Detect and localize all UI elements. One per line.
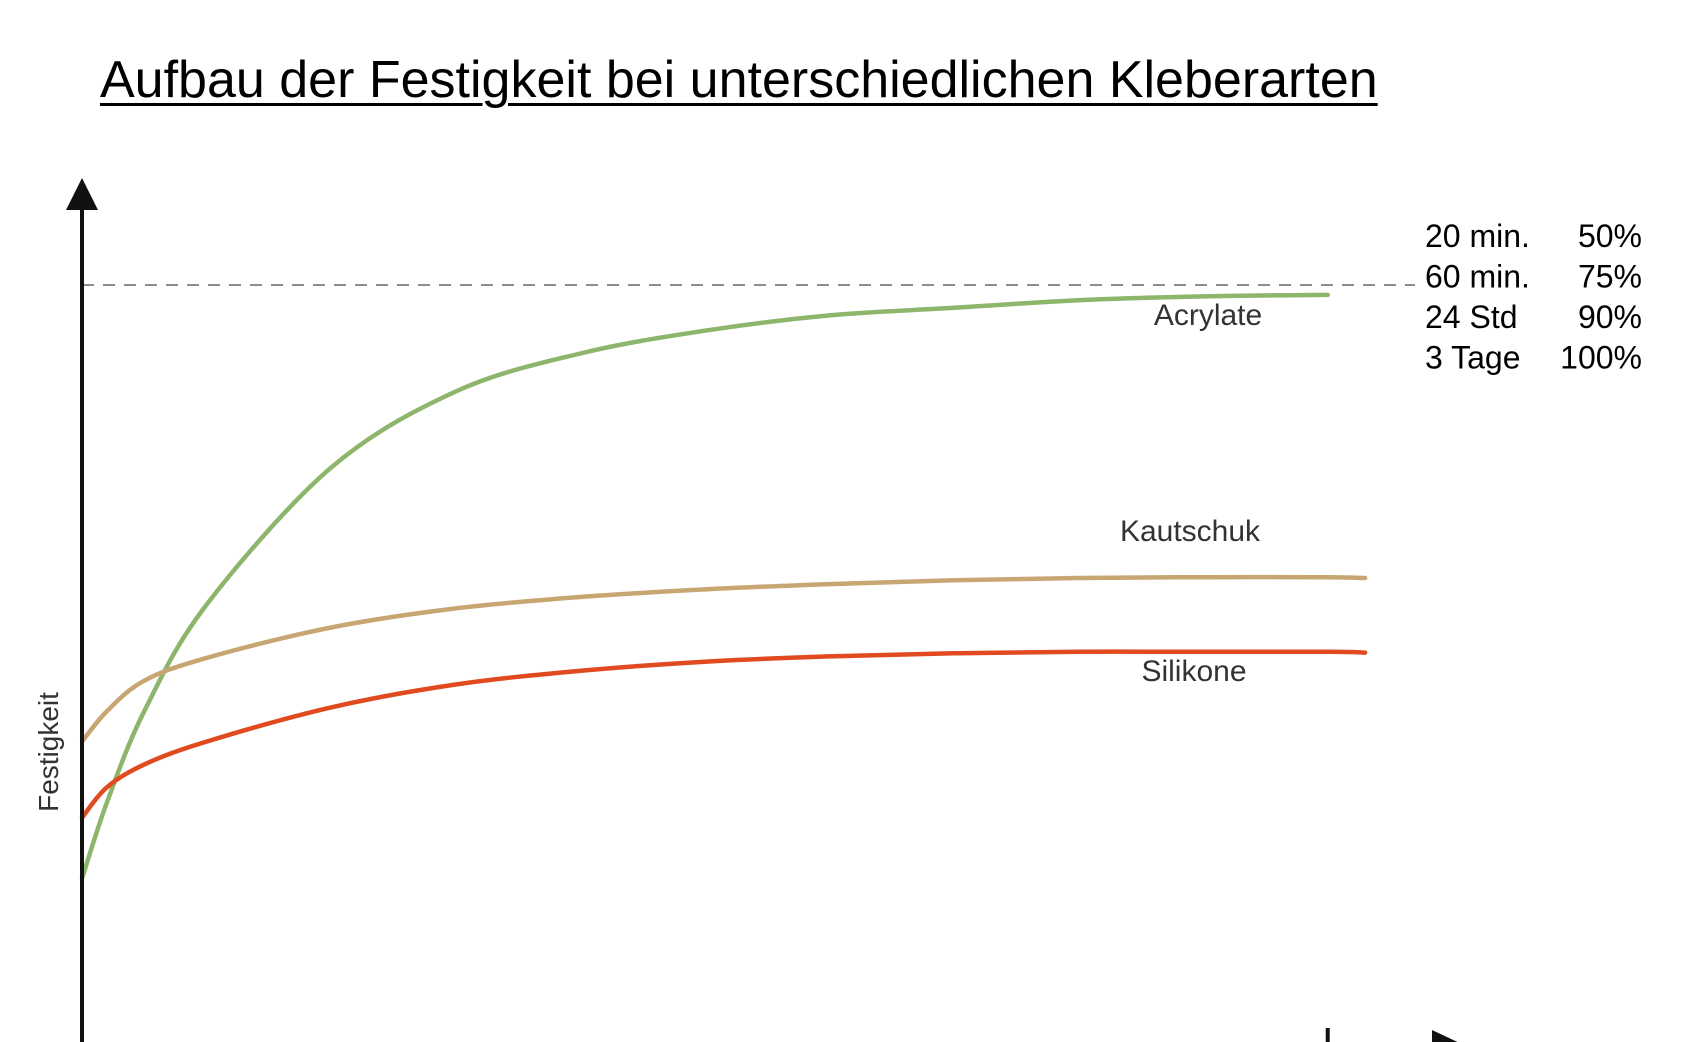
- annotation-value: 50%: [1578, 218, 1642, 254]
- x-axis-arrow-icon: [1432, 1030, 1458, 1042]
- series-line-acrylate: [79, 292, 1330, 881]
- axes: [66, 178, 1458, 1042]
- series-labels: Acrylate Kautschuk Silikone: [1120, 299, 1262, 688]
- annotation-time: 60 min.: [1425, 259, 1530, 295]
- annotation-value: 75%: [1578, 259, 1642, 295]
- annotation-time: 3 Tage: [1425, 340, 1521, 376]
- y-axis-arrow-icon: [66, 178, 98, 210]
- annotation-value: 90%: [1578, 299, 1642, 335]
- annotation-time: 20 min.: [1425, 218, 1530, 254]
- annotation-value: 100%: [1560, 340, 1642, 376]
- series-label-acrylate: Acrylate: [1154, 299, 1262, 332]
- page-title: Aufbau der Festigkeit bei unterschiedlic…: [100, 51, 1378, 109]
- series-group: [79, 292, 1368, 881]
- series-line-silikone: [79, 649, 1368, 820]
- series-label-kautschuk: Kautschuk: [1120, 515, 1261, 548]
- series-line-kautschuk: [79, 574, 1368, 744]
- annotation-time: 24 Std: [1425, 299, 1518, 335]
- y-axis-label: Festigkeit: [33, 692, 64, 812]
- annotation-table: 20 min. 50% 60 min. 75% 24 Std 90% 3 Tage 100%: [1425, 218, 1642, 376]
- series-label-silikone: Silikone: [1141, 655, 1246, 688]
